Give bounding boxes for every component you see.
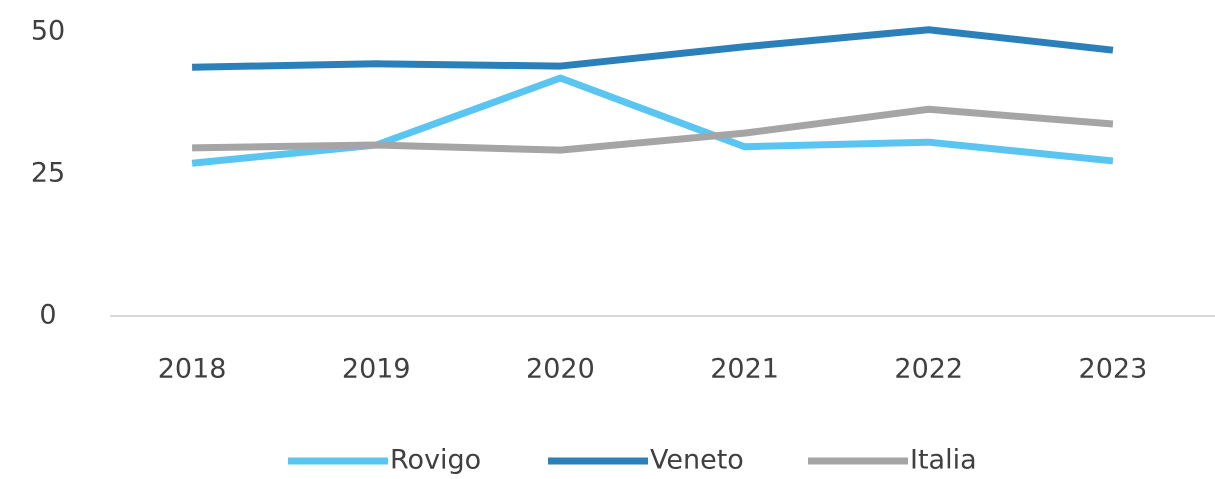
y-tick-label: 0	[39, 300, 56, 331]
series-line	[192, 105, 1114, 154]
x-tick-label: 2021	[710, 354, 779, 385]
x-tick-label: 2018	[158, 354, 227, 385]
y-tick-label: 50	[31, 16, 65, 47]
x-tick-label: 2019	[342, 354, 411, 385]
x-tick-label: 2023	[1079, 354, 1148, 385]
legend-label: Italia	[910, 445, 977, 476]
legend-label: Rovigo	[390, 445, 481, 476]
series-line	[191, 74, 1114, 167]
series-line	[192, 26, 1114, 71]
x-tick-label: 2020	[526, 354, 595, 385]
x-tick-label: 2022	[894, 354, 963, 385]
legend-label: Veneto	[650, 445, 744, 476]
y-tick-label: 25	[31, 158, 65, 189]
